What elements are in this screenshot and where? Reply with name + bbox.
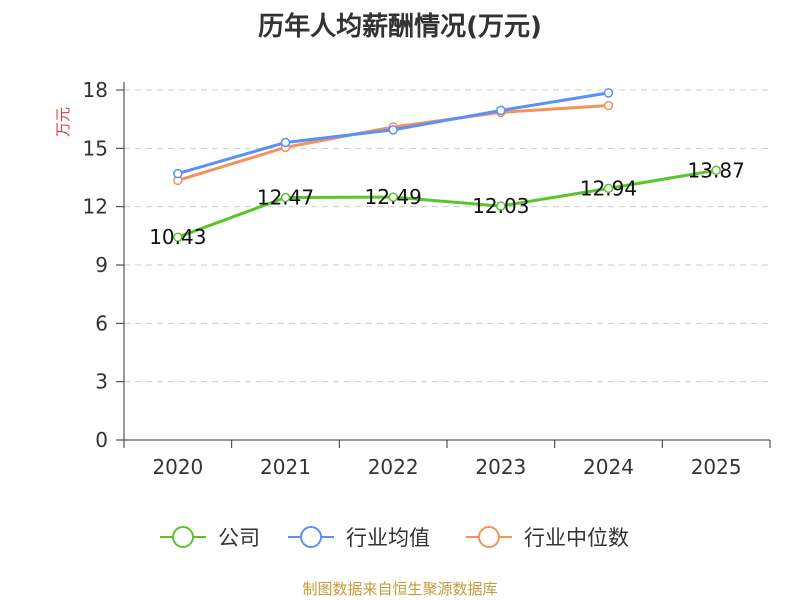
data-point xyxy=(603,88,614,98)
data-point xyxy=(173,168,183,179)
data-point xyxy=(711,165,721,176)
legend-marker xyxy=(172,526,194,548)
y-tick-label: 6 xyxy=(95,311,108,335)
y-axis-label: 万元 xyxy=(54,107,72,137)
data-point xyxy=(388,192,398,202)
data-label: 12.94 xyxy=(580,176,637,200)
legend-marker xyxy=(478,526,500,548)
y-tick-label: 12 xyxy=(83,195,108,219)
data-point xyxy=(388,125,398,135)
y-tick-label: 15 xyxy=(83,136,108,160)
x-tick-label: 2024 xyxy=(583,455,634,479)
series-line-2 xyxy=(177,104,609,182)
x-tick-label: 2020 xyxy=(152,455,203,479)
legend-label: 公司 xyxy=(218,526,260,550)
x-tick-label: 2022 xyxy=(368,455,419,479)
data-label: 12.03 xyxy=(472,194,529,218)
data-point xyxy=(496,105,506,116)
data-label: 13.87 xyxy=(688,158,745,182)
x-tick-label: 2023 xyxy=(475,455,526,479)
y-tick-label: 0 xyxy=(95,428,108,452)
data-label: 12.47 xyxy=(257,186,314,210)
y-tick-label: 18 xyxy=(83,78,108,102)
chart-title: 历年人均薪酬情况(万元) xyxy=(258,12,542,42)
legend-label: 行业中位数 xyxy=(524,526,629,550)
y-tick-label: 9 xyxy=(95,253,108,277)
source-note: 制图数据来自恒生聚源数据库 xyxy=(302,580,498,598)
x-tick-label: 2021 xyxy=(260,455,311,479)
legend-label: 行业均值 xyxy=(346,526,430,550)
data-point xyxy=(603,100,614,111)
data-label: 10.43 xyxy=(149,225,206,249)
data-point xyxy=(280,137,291,148)
series-line-0 xyxy=(177,168,717,239)
x-tick-label: 2025 xyxy=(691,455,742,479)
data-point xyxy=(173,232,183,242)
y-tick-label: 3 xyxy=(95,370,108,394)
legend-marker xyxy=(300,526,322,548)
data-point xyxy=(496,201,506,211)
data-point xyxy=(280,192,291,203)
data-point xyxy=(603,183,614,194)
data-label: 12.49 xyxy=(365,185,422,209)
